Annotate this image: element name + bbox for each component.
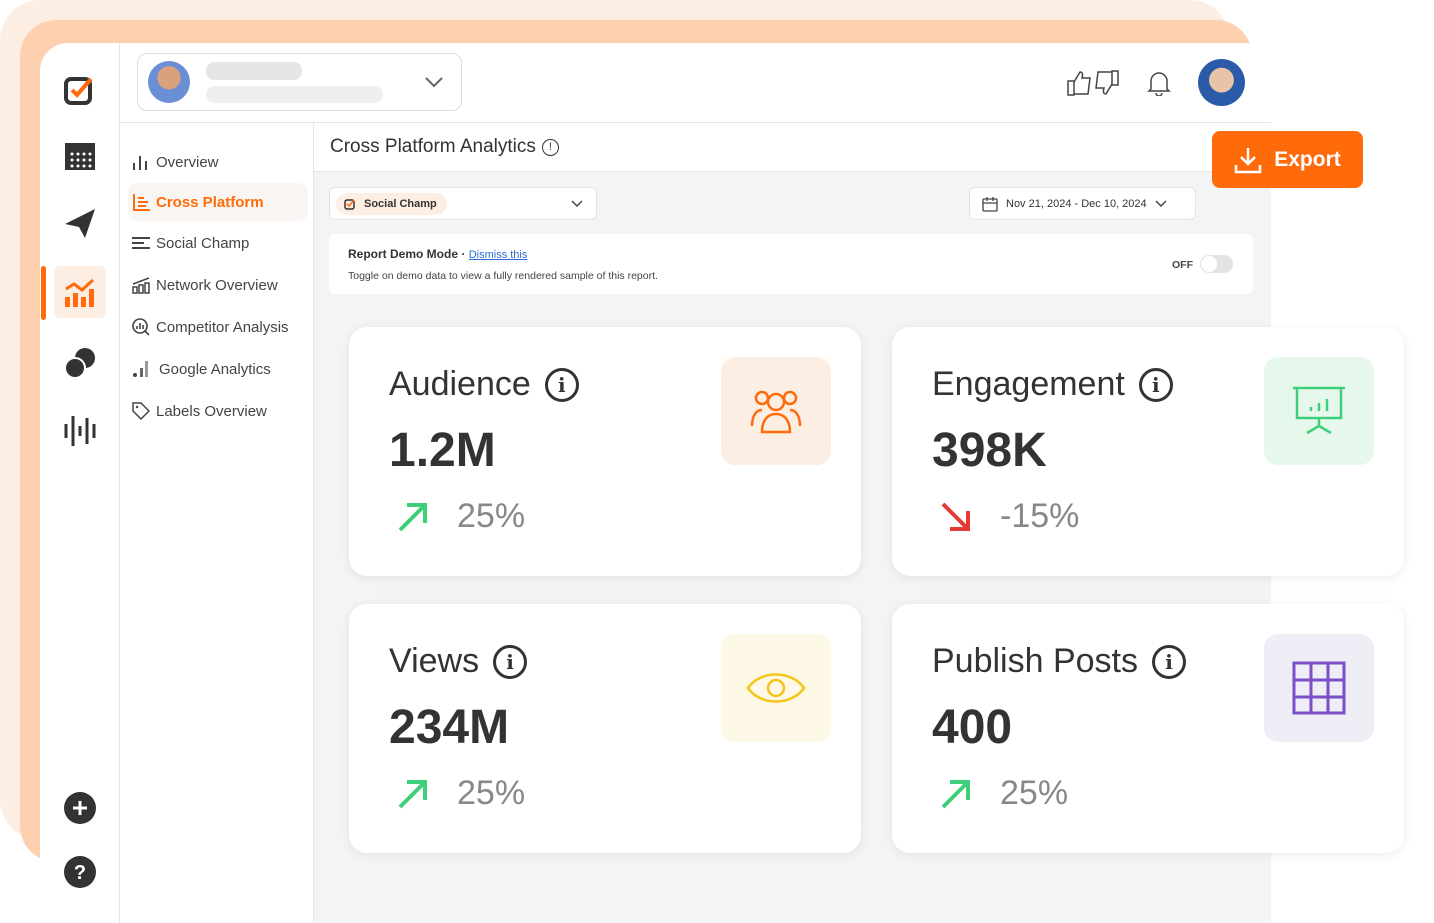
chevron-down-icon xyxy=(425,77,443,88)
demo-title: Report Demo Mode xyxy=(348,247,459,261)
logo-icon[interactable] xyxy=(54,63,106,115)
export-button[interactable]: Export xyxy=(1212,131,1363,188)
demo-toggle[interactable] xyxy=(1200,255,1233,273)
thumbs-feedback-icon[interactable] xyxy=(1066,69,1120,97)
top-header xyxy=(120,43,1271,123)
dismiss-link[interactable]: Dismiss this xyxy=(468,249,528,261)
add-icon[interactable] xyxy=(54,782,106,834)
bell-icon[interactable] xyxy=(1147,70,1171,96)
views-card: Views i 234M 25% xyxy=(349,604,861,853)
presentation-chart-icon xyxy=(1264,357,1374,465)
date-range-picker[interactable]: Nov 21, 2024 - Dec 10, 2024 xyxy=(969,187,1196,220)
icon-rail: ? xyxy=(40,43,120,923)
signal-icon xyxy=(128,360,156,378)
info-icon[interactable]: i xyxy=(1138,367,1173,402)
audience-card: Audience i 1.2M 25% xyxy=(349,327,861,576)
analytics-subnav: Overview Cross Platform Social Champ Net… xyxy=(120,123,314,923)
subnav-competitor-analysis[interactable]: Competitor Analysis xyxy=(128,308,308,346)
user-avatar[interactable] xyxy=(1198,59,1245,106)
card-value: 400 xyxy=(932,701,1013,754)
listening-icon[interactable] xyxy=(54,405,106,457)
card-value: 234M xyxy=(389,701,510,754)
card-value: 1.2M xyxy=(389,424,496,477)
card-change: 25% xyxy=(457,774,526,812)
svg-text:?: ? xyxy=(74,862,86,884)
audience-icon xyxy=(721,357,831,465)
profile-chip: Social Champ xyxy=(336,193,447,215)
download-icon xyxy=(1234,147,1262,173)
info-icon[interactable]: i xyxy=(493,644,528,679)
eye-icon xyxy=(721,634,831,742)
publish-posts-card: Publish Posts i 400 25% xyxy=(892,604,1404,853)
calendar-icon xyxy=(982,196,998,212)
cross-platform-icon xyxy=(128,193,156,211)
card-change: 25% xyxy=(1000,774,1069,812)
subnav-cross-platform[interactable]: Cross Platform xyxy=(128,183,308,221)
subnav-network-overview[interactable]: Network Overview xyxy=(128,266,308,304)
grid-icon xyxy=(1264,634,1374,742)
calendar-icon[interactable] xyxy=(54,129,106,181)
card-change: 25% xyxy=(457,497,526,535)
tag-icon xyxy=(128,402,156,420)
card-label: Publish Posts xyxy=(932,642,1138,680)
subtitle-placeholder xyxy=(206,86,383,103)
subnav-google-analytics[interactable]: Google Analytics xyxy=(128,350,308,388)
info-icon[interactable]: ! xyxy=(541,138,559,156)
send-icon[interactable] xyxy=(54,197,106,249)
subnav-social-champ[interactable]: Social Champ xyxy=(128,224,308,262)
chat-icon[interactable] xyxy=(54,337,106,389)
trend-up-icon xyxy=(941,779,970,808)
demo-description: Toggle on demo data to view a fully rend… xyxy=(348,270,658,282)
profile-select[interactable]: Social Champ xyxy=(329,187,597,220)
demo-mode-banner: Report Demo Mode · Dismiss this Toggle o… xyxy=(329,234,1253,294)
page-title: Cross Platform Analytics xyxy=(330,136,536,157)
card-label: Engagement xyxy=(932,365,1125,403)
social-champ-logo-icon xyxy=(344,199,355,210)
trend-up-icon xyxy=(398,779,427,808)
card-label: Audience xyxy=(389,365,531,403)
trend-down-icon xyxy=(941,502,970,531)
help-icon[interactable]: ? xyxy=(54,846,106,898)
toggle-label: OFF xyxy=(1172,259,1193,271)
info-icon[interactable]: i xyxy=(544,367,579,402)
info-icon[interactable]: i xyxy=(1152,644,1186,679)
trend-up-icon xyxy=(398,502,427,531)
account-selector[interactable] xyxy=(137,53,462,111)
page-title-bar: Cross Platform Analytics! xyxy=(314,123,1271,172)
separator: · xyxy=(461,247,466,261)
bar-chart-icon xyxy=(128,154,156,170)
card-value: 398K xyxy=(932,424,1047,477)
active-indicator xyxy=(41,266,46,320)
network-chart-icon xyxy=(128,276,156,294)
name-placeholder xyxy=(206,62,302,80)
engagement-card: Engagement i 398K -15% xyxy=(892,327,1404,576)
account-avatar xyxy=(148,61,190,103)
subnav-overview[interactable]: Overview xyxy=(128,143,308,181)
chevron-down-icon xyxy=(571,200,583,208)
lines-icon xyxy=(128,236,156,250)
card-label: Views xyxy=(389,642,480,680)
analytics-icon[interactable] xyxy=(54,266,106,318)
subnav-labels-overview[interactable]: Labels Overview xyxy=(128,392,308,430)
card-change: -15% xyxy=(1000,497,1080,535)
chevron-down-icon xyxy=(1155,200,1167,208)
magnifier-chart-icon xyxy=(128,318,156,336)
